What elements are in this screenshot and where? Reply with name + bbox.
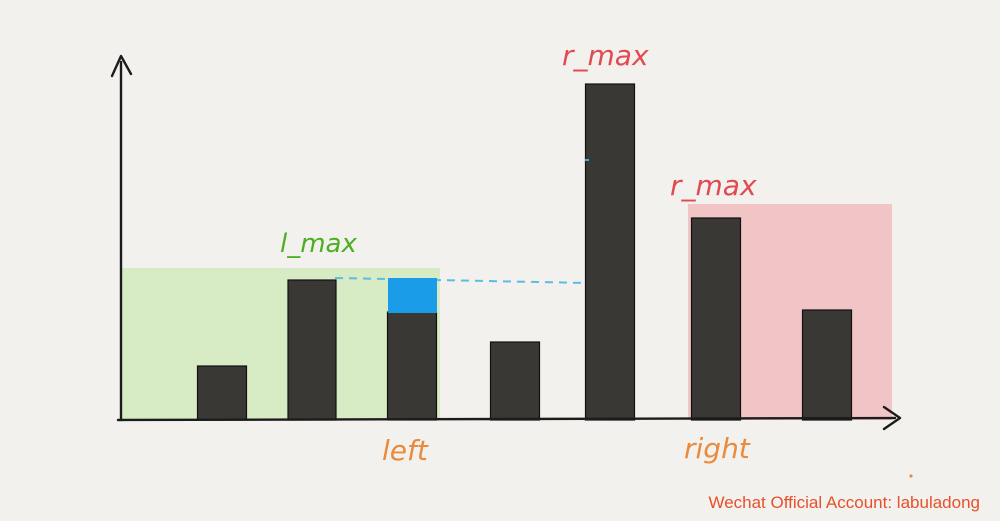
- right-pointer-label: right: [684, 432, 751, 465]
- bar-2: [287, 279, 337, 421]
- watermark-text: Wechat Official Account: labuladong: [708, 493, 980, 512]
- water-level-dashed-line: [334, 277, 589, 284]
- trapped-water-cell: [388, 278, 437, 313]
- bar-7: [801, 309, 853, 421]
- l-max-region: [120, 268, 440, 420]
- r-max-label-top: r_max: [562, 39, 649, 72]
- y-axis: [110, 54, 133, 422]
- bar-3: [386, 311, 438, 421]
- bar-1: [196, 365, 248, 421]
- l-max-label: l_max: [280, 229, 357, 259]
- x-axis: [116, 405, 902, 431]
- left-pointer-label: left: [382, 434, 429, 467]
- bar-6: [690, 217, 742, 421]
- dot-mark: [909, 474, 913, 478]
- r-max-label-right: r_max: [670, 169, 757, 202]
- bar-5: [584, 83, 636, 421]
- bar-4: [489, 341, 541, 421]
- bars-group: [196, 83, 853, 421]
